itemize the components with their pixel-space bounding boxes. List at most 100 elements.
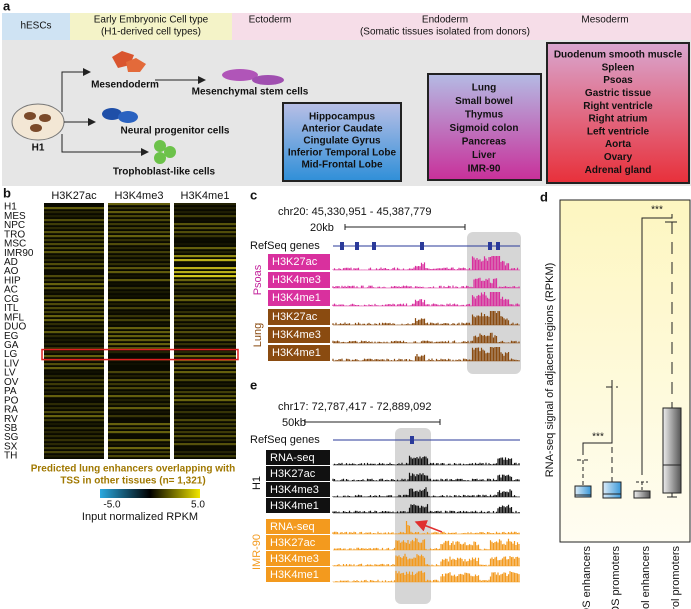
heatmap-cell bbox=[44, 307, 104, 310]
arrow bbox=[61, 68, 91, 112]
significance: *** bbox=[592, 432, 604, 443]
track-label-bg bbox=[266, 551, 330, 566]
row-label: SB bbox=[4, 423, 18, 434]
heatmap-cell bbox=[174, 439, 236, 442]
heatmap-cell bbox=[108, 223, 170, 226]
colorbar bbox=[100, 489, 200, 498]
header-text: hESCs bbox=[20, 21, 51, 32]
heatmap-cell bbox=[174, 279, 236, 282]
heatmap-cell bbox=[174, 339, 236, 342]
heatmap-cell bbox=[44, 231, 104, 234]
heatmap-cell bbox=[108, 303, 170, 306]
heatmap-cell bbox=[44, 255, 104, 258]
heatmap-cell bbox=[108, 375, 170, 378]
heatmap-cell bbox=[44, 443, 104, 446]
panel-label: d bbox=[540, 189, 548, 204]
heatmap-cell bbox=[108, 335, 170, 338]
tissue-label: Inferior Temporal Lobe bbox=[288, 148, 397, 159]
heatmap-cell bbox=[44, 379, 104, 382]
heatmap-cell bbox=[44, 331, 104, 334]
heatmap-cell bbox=[174, 251, 236, 254]
cell-label: Mesendoderm bbox=[91, 80, 159, 91]
row-label: EG bbox=[4, 331, 19, 342]
colorbar-label: 5.0 bbox=[191, 500, 205, 511]
heatmap-cell bbox=[44, 435, 104, 438]
heatmap-cell bbox=[108, 279, 170, 282]
track-label: H3K4me3 bbox=[270, 484, 319, 496]
track-label: H3K4me1 bbox=[272, 292, 321, 304]
heatmap-cell bbox=[44, 239, 104, 242]
heatmap-cell bbox=[174, 419, 236, 422]
row-label: AO bbox=[4, 266, 19, 277]
header-cell bbox=[232, 13, 691, 40]
cell-icon bbox=[252, 75, 284, 85]
header-text: (Somatic tissues isolated from donors) bbox=[360, 27, 530, 38]
track-label: H3K4me3 bbox=[272, 329, 321, 341]
row-label: CG bbox=[4, 294, 19, 305]
tissue-label: Spleen bbox=[602, 62, 635, 73]
heatmap-cell bbox=[44, 327, 104, 330]
heatmap-cell bbox=[174, 411, 236, 414]
heatmap-cell bbox=[44, 451, 104, 454]
heatmap-cell bbox=[108, 407, 170, 410]
heatmap-cell bbox=[108, 391, 170, 394]
heatmap-cell bbox=[108, 243, 170, 246]
tissue-label: Cingulate Gyrus bbox=[303, 136, 381, 147]
heatmap-cell bbox=[174, 335, 236, 338]
heatmap-cell bbox=[174, 271, 236, 274]
heatmap-cell bbox=[108, 219, 170, 222]
cell-label: H1 bbox=[32, 143, 45, 154]
endoderm-box bbox=[427, 73, 542, 181]
heatmap-cell bbox=[174, 283, 236, 286]
track-label: RNA-seq bbox=[270, 452, 315, 464]
heatmap-cell bbox=[174, 379, 236, 382]
exon bbox=[420, 242, 424, 250]
track-label: H3K4me3 bbox=[270, 553, 319, 565]
heatmap-cell bbox=[44, 363, 104, 366]
signal bbox=[332, 347, 520, 361]
heatmap-cell bbox=[108, 383, 170, 386]
heatmap-cell bbox=[44, 279, 104, 282]
heatmap-cell bbox=[174, 447, 236, 449]
row-label: SG bbox=[4, 432, 19, 443]
heatmap-cell bbox=[44, 223, 104, 226]
heatmap-cell bbox=[174, 387, 236, 390]
row-label: RV bbox=[4, 414, 18, 425]
cell-icon bbox=[154, 140, 166, 152]
heatmap-cell bbox=[44, 387, 104, 390]
heatmap-cell bbox=[174, 415, 236, 418]
coordinates: chr17: 72,787,417 - 72,889,092 bbox=[278, 401, 432, 413]
heatmap-cell bbox=[108, 339, 170, 342]
scale-bar bbox=[304, 419, 441, 425]
dish-icon bbox=[11, 103, 65, 141]
track-label-bg bbox=[266, 567, 330, 582]
arrow bbox=[414, 520, 443, 533]
row-label: GA bbox=[4, 340, 19, 351]
x-tick-label: cREDS promoters bbox=[610, 546, 622, 609]
heatmap-cell bbox=[174, 211, 236, 214]
significance: *** bbox=[651, 205, 663, 216]
track-label-bg bbox=[268, 254, 330, 270]
tissue-label: Duodenum smooth muscle bbox=[554, 50, 683, 61]
track-label-bg bbox=[268, 290, 330, 306]
cell-icon bbox=[222, 69, 258, 81]
tissue-label: Lung bbox=[472, 83, 496, 94]
signal bbox=[332, 472, 520, 481]
tissue-label: Left ventricle bbox=[587, 126, 650, 137]
coordinates: chr20: 45,330,951 - 45,387,779 bbox=[278, 206, 432, 218]
heatmap-cell bbox=[108, 255, 170, 258]
heatmap-cell bbox=[108, 395, 170, 398]
heatmap-cell bbox=[108, 411, 170, 414]
signal bbox=[332, 487, 520, 497]
tissue-label: Mid-Frontal Lobe bbox=[301, 160, 383, 171]
heatmap-cell bbox=[174, 259, 236, 262]
heatmap-cell bbox=[108, 427, 170, 430]
heatmap-cell bbox=[44, 339, 104, 342]
heatmap-cell bbox=[44, 351, 104, 354]
cell-icon bbox=[126, 58, 146, 72]
heatmap-cell bbox=[44, 427, 104, 430]
heatmap-cell bbox=[44, 411, 104, 414]
track-label-bg bbox=[266, 466, 330, 481]
heatmap bbox=[174, 203, 236, 459]
row-label: SX bbox=[4, 441, 18, 452]
